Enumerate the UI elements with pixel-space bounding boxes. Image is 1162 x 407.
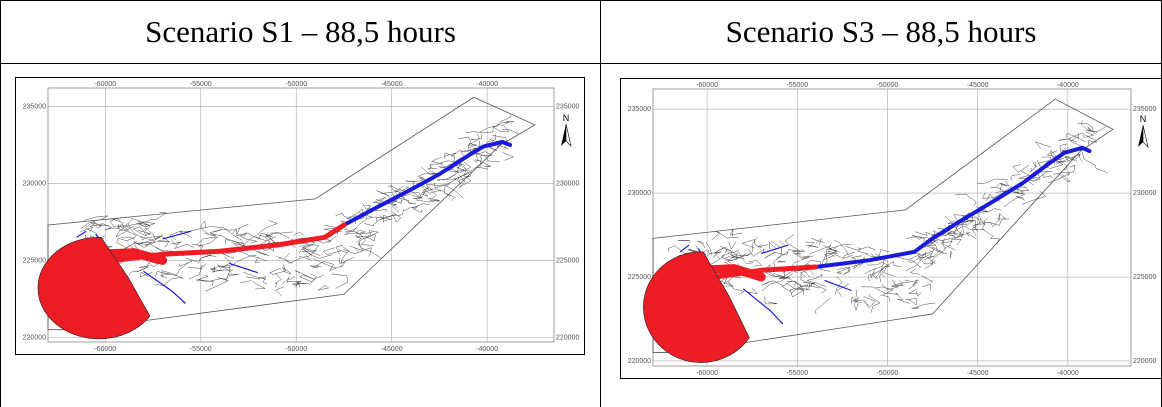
x-tick-top: -55000 bbox=[190, 81, 212, 88]
x-tick-top: -40000 bbox=[476, 81, 498, 88]
river-water-red bbox=[713, 264, 818, 280]
tributary-blue bbox=[143, 270, 186, 304]
x-tick-bottom: -55000 bbox=[190, 346, 212, 353]
y-tick-left: 230000 bbox=[628, 190, 651, 197]
river-water-blue bbox=[714, 145, 1092, 279]
x-tick-top: -50000 bbox=[285, 81, 307, 88]
x-tick-bottom: -60000 bbox=[94, 346, 116, 353]
panel-1-map: -60000 -60000 -55000 -55000 -50000 -50000 -450… bbox=[15, 77, 585, 355]
x-tick-top: -50000 bbox=[877, 82, 899, 89]
y-tick-left: 225000 bbox=[628, 274, 651, 281]
sea-boundary-red bbox=[37, 236, 151, 340]
x-tick-top: -45000 bbox=[381, 81, 403, 88]
x-tick-top: -40000 bbox=[1057, 82, 1079, 89]
x-tick-bottom: -60000 bbox=[696, 370, 718, 377]
y-tick-left: 235000 bbox=[628, 106, 651, 113]
panel-1-title: Scenario S1 – 88,5 hours bbox=[145, 14, 456, 49]
north-label: N bbox=[1140, 114, 1147, 124]
x-tick-bottom: -55000 bbox=[786, 370, 808, 377]
tributary-blue bbox=[742, 288, 784, 325]
x-tick-bottom: -40000 bbox=[476, 346, 498, 353]
y-tick-right: 235000 bbox=[556, 103, 579, 110]
model-domain-outline bbox=[652, 98, 1114, 353]
tributary-blue bbox=[76, 230, 87, 238]
north-label: N bbox=[563, 113, 570, 123]
x-tick-bottom: -40000 bbox=[1057, 370, 1079, 377]
panel-2-map: -60000 -60000 -55000 -55000 -50000 -50000 -450… bbox=[620, 78, 1162, 379]
y-tick-right: 225000 bbox=[556, 257, 579, 264]
north-arrow-icon bbox=[561, 123, 572, 147]
y-tick-left: 225000 bbox=[23, 257, 46, 264]
y-tick-right: 220000 bbox=[1133, 358, 1156, 365]
map-canvas: -60000 -60000 -55000 -55000 -50000 -50000 -450… bbox=[23, 81, 580, 353]
x-tick-top: -55000 bbox=[786, 82, 808, 89]
y-tick-left: 220000 bbox=[23, 334, 46, 341]
tributary-blue bbox=[162, 230, 192, 240]
y-tick-right: 235000 bbox=[1133, 106, 1156, 113]
tributary-blue bbox=[761, 244, 789, 255]
north-arrow-icon bbox=[1138, 124, 1149, 148]
model-domain-outline bbox=[47, 96, 536, 331]
y-tick-left: 230000 bbox=[23, 180, 46, 187]
x-tick-bottom: -45000 bbox=[381, 346, 403, 353]
x-tick-top: -60000 bbox=[94, 81, 116, 88]
x-tick-top: -60000 bbox=[696, 82, 718, 89]
x-tick-bottom: -45000 bbox=[967, 370, 989, 377]
y-tick-right: 230000 bbox=[556, 180, 579, 187]
sea-boundary-red bbox=[643, 251, 750, 363]
y-tick-right: 220000 bbox=[556, 334, 579, 341]
channel-network bbox=[668, 119, 1108, 314]
y-tick-right: 225000 bbox=[1133, 274, 1156, 281]
x-tick-bottom: -50000 bbox=[877, 370, 899, 377]
y-tick-left: 220000 bbox=[628, 358, 651, 365]
tributary-blue bbox=[679, 244, 690, 253]
x-tick-bottom: -50000 bbox=[285, 346, 307, 353]
tributary-blue bbox=[824, 279, 852, 292]
x-tick-top: -45000 bbox=[967, 82, 989, 89]
map-canvas: -60000 -60000 -55000 -55000 -50000 -50000 -450… bbox=[628, 82, 1157, 377]
river-water-blue bbox=[112, 139, 513, 263]
y-tick-left: 235000 bbox=[23, 103, 46, 110]
tributary-blue bbox=[229, 262, 259, 274]
y-tick-right: 230000 bbox=[1133, 190, 1156, 197]
panel-2-title: Scenario S3 – 88,5 hours bbox=[725, 14, 1037, 49]
